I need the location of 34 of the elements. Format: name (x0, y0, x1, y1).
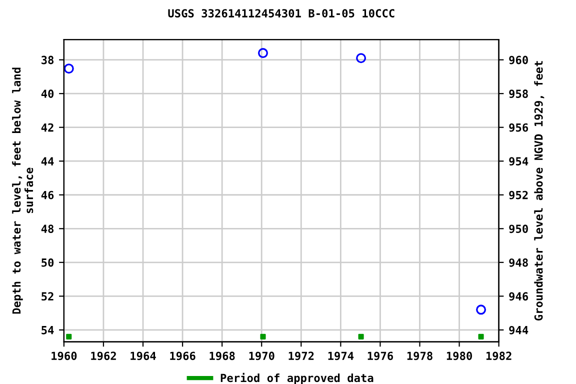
y-axis-title: Depth to water level, feet below land surface (12, 68, 34, 314)
x-tick-label: 1960 (52, 352, 77, 360)
y-tick-label: 40 (41, 90, 54, 98)
y2-tick-label: 960 (509, 56, 528, 64)
y2-tick-label: 950 (509, 224, 528, 234)
y-tick-label: 50 (42, 258, 54, 267)
x-tick-label: 1962 (91, 352, 116, 360)
x-tick-label: 1974 (328, 352, 354, 360)
y-tick-label: 48 (41, 224, 54, 234)
y2-tick-label: 956 (509, 123, 528, 132)
chart-title: USGS 332614112454301 B-01-05 10CCC (168, 9, 394, 18)
legend-label: Period of approved data (220, 372, 374, 384)
x-tick-label: 1978 (407, 352, 432, 360)
x-tick-label: 1972 (288, 352, 314, 360)
x-tick-label: 1964 (130, 352, 156, 360)
y2-axis-title: Groundwater level above NGVD 1929, feet (534, 61, 544, 320)
x-tick-label: 1970 (249, 352, 274, 360)
x-tick-label: 1982 (486, 352, 512, 360)
y2-tick-label: 954 (509, 157, 528, 166)
x-tick-label: 1966 (170, 352, 196, 360)
x-tick-label: 1968 (210, 352, 235, 360)
y-tick-label: 54 (42, 326, 54, 334)
y2-tick-label: 958 (509, 90, 528, 98)
x-tick-label: 1980 (446, 352, 472, 360)
y2-tick-label: 946 (509, 292, 528, 301)
y-tick-label: 38 (42, 56, 54, 64)
y2-tick-label: 952 (509, 190, 528, 200)
y2-tick-label: 948 (509, 258, 528, 267)
y-tick-label: 42 (41, 123, 54, 132)
y-tick-label: 52 (42, 292, 54, 301)
x-tick-label: 1976 (368, 352, 393, 360)
y2-tick-label: 944 (509, 326, 528, 334)
y-tick-label: 44 (41, 157, 54, 166)
y-tick-label: 46 (41, 190, 54, 200)
